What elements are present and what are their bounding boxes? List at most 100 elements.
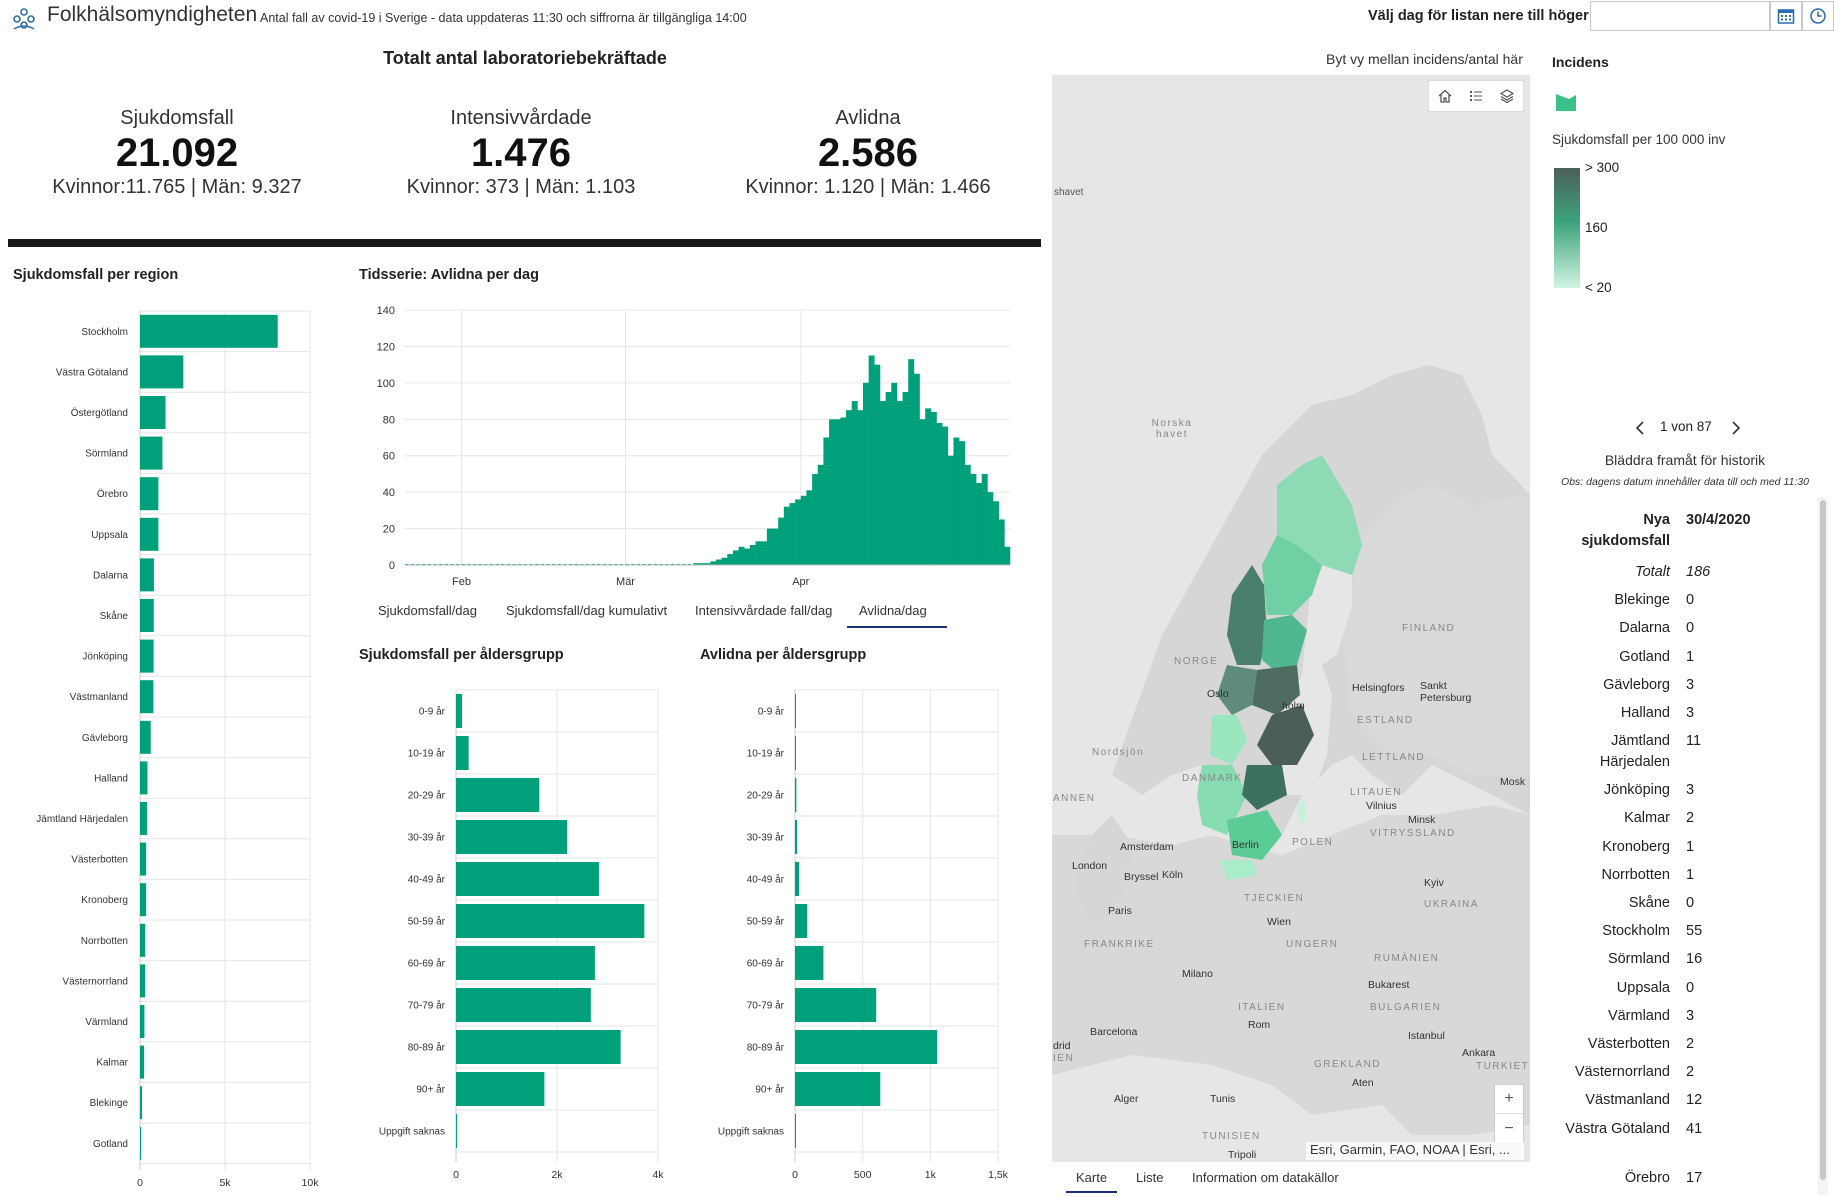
bar xyxy=(140,964,146,998)
x-tick-label: 4k xyxy=(652,1169,664,1181)
map-label: Paris xyxy=(1108,905,1132,917)
tab-icu-per-day[interactable]: Intensivvårdade fall/dag xyxy=(695,603,833,618)
new-cases-value: 1 xyxy=(1686,648,1695,665)
new-cases-value: 1 xyxy=(1686,866,1695,883)
time-button[interactable] xyxy=(1802,1,1834,31)
new-cases-value: 16 xyxy=(1686,951,1703,968)
legend-color-ramp xyxy=(1554,168,1580,288)
pager-prev-button[interactable] xyxy=(1632,418,1648,438)
bar xyxy=(704,563,711,565)
map-legend-button[interactable] xyxy=(1460,81,1491,111)
category-label: Norrbotten xyxy=(81,936,128,947)
bar xyxy=(896,401,903,565)
new-cases-value: 11 xyxy=(1686,733,1702,750)
bar xyxy=(795,862,800,896)
map-label: Ankara xyxy=(1462,1047,1496,1059)
region-name: Örebro xyxy=(1624,1169,1670,1186)
kpi-label: Sjukdomsfall xyxy=(120,107,234,129)
bar xyxy=(693,563,700,565)
zoom-in-button[interactable]: + xyxy=(1495,1085,1523,1114)
new-cases-value: 55 xyxy=(1686,923,1703,940)
kpi-gender-split: Kvinnor:11.765 | Män: 9.327 xyxy=(52,176,302,198)
legend-tick-low: < 20 xyxy=(1585,280,1612,295)
land-uk xyxy=(1077,815,1132,925)
bar xyxy=(970,473,977,565)
bar xyxy=(959,441,966,565)
map-label: LETTLAND xyxy=(1362,752,1426,763)
map-label: Amsterdam xyxy=(1120,841,1174,853)
map-view-toggle-label[interactable]: Byt vy mellan incidens/antal här xyxy=(1326,51,1523,67)
clock-icon xyxy=(1810,8,1826,24)
region-name: Kronoberg xyxy=(1602,838,1670,855)
agency-logo-icon[interactable] xyxy=(10,6,38,32)
x-tick-label: 2k xyxy=(551,1169,563,1181)
legend-subtitle: Sjukdomsfall per 100 000 inv xyxy=(1552,132,1726,147)
region-vastra-gotaland xyxy=(1197,765,1247,835)
region-bar-chart[interactable]: 0 5k 10k Stockholm Västra Götaland Östergötla… xyxy=(0,300,330,1190)
category-label: Dalarna xyxy=(93,570,128,581)
new-cases-value: 17 xyxy=(1686,1169,1703,1186)
kpi-value: 1.476 xyxy=(470,131,572,175)
map-home-button[interactable] xyxy=(1429,81,1460,111)
bar xyxy=(699,563,705,565)
chevron-left-icon xyxy=(1635,421,1644,435)
kpi-deaths: Avlidna 2.586 Kvinnor: 1.120 | Män: 1.46… xyxy=(708,107,1028,199)
table-scroll-thumb[interactable] xyxy=(1820,500,1826,1180)
map-layers-button[interactable] xyxy=(1492,81,1523,111)
kpi-label: Intensivvårdade xyxy=(450,107,592,129)
tab-list[interactable]: Liste xyxy=(1136,1170,1164,1185)
bar xyxy=(715,559,722,565)
bar xyxy=(795,1114,796,1148)
timeseries-title: Tidsserie: Avlidna per dag xyxy=(359,267,539,283)
map-label: LITAUEN xyxy=(1350,787,1402,798)
x-tick-label: 0 xyxy=(137,1177,143,1189)
pager-text: 1 von 87 xyxy=(1660,419,1712,434)
map-label: UNGERN xyxy=(1286,939,1339,950)
pager-next-button[interactable] xyxy=(1728,418,1744,438)
zoom-out-button[interactable]: − xyxy=(1504,1119,1514,1137)
category-label: 90+ år xyxy=(416,1084,445,1096)
x-tick-label: Apr xyxy=(792,576,809,588)
history-pager: 1 von 87 xyxy=(1632,418,1772,438)
tab-map[interactable]: Karte xyxy=(1066,1170,1118,1193)
timeseries-bar-chart[interactable]: 0 20 40 60 80 100 120 140 Feb Mär Apr xyxy=(355,300,1020,595)
calendar-button[interactable] xyxy=(1770,1,1802,31)
bar xyxy=(789,503,796,565)
bar xyxy=(795,946,824,980)
kpi-value: 21.092 xyxy=(115,131,239,175)
land-finland-russia xyxy=(1342,485,1530,775)
tab-cases-cumulative[interactable]: Sjukdomsfall/dag kumulativt xyxy=(506,603,668,618)
day-picker-input[interactable] xyxy=(1590,1,1770,31)
y-tick-label: 140 xyxy=(377,305,395,317)
map-label: ESTLAND xyxy=(1357,715,1414,726)
category-label: 80-89 år xyxy=(408,1042,446,1054)
bar xyxy=(795,1072,881,1106)
category-label: Västernorrland xyxy=(62,976,128,987)
incidence-map[interactable]: shavet Norska havet FINLAND NORGE Oslo H… xyxy=(1052,75,1530,1162)
tab-data-sources[interactable]: Information om datakällor xyxy=(1192,1170,1339,1185)
region-name: Västra Götaland xyxy=(1565,1120,1670,1137)
age-cases-bar-chart[interactable]: 0 2k 4k 0-9 år 10-19 år 20-29 år 30-39 år 40-49… xyxy=(355,680,685,1190)
age-deaths-bar-chart[interactable]: 0 500 1k 1,5k 0-9 år 10-19 år 20-29 år 30-39 år… xyxy=(695,680,1030,1190)
map-attribution[interactable]: Esri, Garmin, FAO, NOAA | Esri, ... xyxy=(1306,1142,1524,1160)
category-label: Örebro xyxy=(97,488,129,500)
bar xyxy=(885,391,892,565)
category-label: Västra Götaland xyxy=(56,367,128,378)
map-label: Kyiv xyxy=(1424,877,1444,889)
category-label: Gävleborg xyxy=(82,733,128,744)
bar xyxy=(456,736,469,770)
category-label: 20-29 år xyxy=(747,790,785,802)
bar xyxy=(140,1045,145,1079)
new-cases-value: 0 xyxy=(1686,592,1695,609)
map-label: Milano xyxy=(1182,968,1213,980)
region-name: Skåne xyxy=(1628,895,1670,911)
region-name: Kalmar xyxy=(1624,810,1670,827)
tab-deaths-per-day[interactable]: Avlidna/dag xyxy=(847,603,947,628)
category-label: Värmland xyxy=(85,1017,128,1028)
tab-cases-per-day[interactable]: Sjukdomsfall/dag xyxy=(378,603,477,618)
bar xyxy=(727,554,734,565)
bar xyxy=(456,1030,621,1064)
category-label: 40-49 år xyxy=(747,874,785,886)
category-label: 50-59 år xyxy=(408,916,446,928)
map-label: shavet xyxy=(1054,187,1084,198)
